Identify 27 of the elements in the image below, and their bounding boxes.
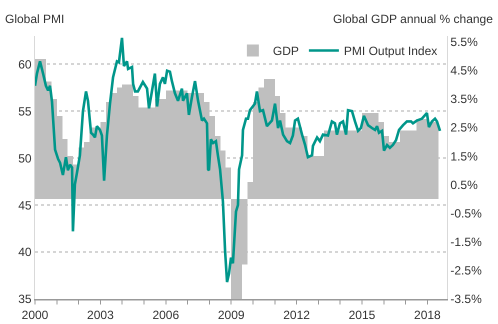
y-axis-title: Global PMI bbox=[5, 12, 64, 26]
x-tick-label: 2015 bbox=[348, 308, 376, 322]
y-tick-label: 40 bbox=[18, 245, 32, 260]
y2-tick-label: 4.5% bbox=[450, 64, 478, 78]
x-tick-label: 2009 bbox=[218, 308, 245, 322]
x-tick-label: 2003 bbox=[87, 308, 114, 322]
y2-tick-label: -3.5% bbox=[450, 292, 482, 306]
legend-label: GDP bbox=[272, 44, 299, 58]
x-tick-label: 2000 bbox=[22, 308, 49, 322]
x-tick-label: 2006 bbox=[152, 308, 180, 322]
y-tick-label: 35 bbox=[18, 292, 32, 306]
y-tick-label: 60 bbox=[18, 57, 32, 72]
y2-tick-label: -2.5% bbox=[450, 264, 482, 278]
y-tick-label: 50 bbox=[18, 151, 32, 166]
y2-tick-label: 2.5% bbox=[450, 120, 478, 135]
x-tick-label: 2018 bbox=[414, 308, 442, 322]
y2-axis-title: Global GDP annual % change bbox=[333, 12, 494, 26]
y-tick-label: 55 bbox=[18, 104, 32, 118]
y-tick-label: 45 bbox=[18, 198, 32, 212]
y2-tick-label: -1.5% bbox=[450, 235, 482, 250]
y2-tick-label: 1.5% bbox=[450, 149, 478, 164]
y2-tick-label: 5.5% bbox=[450, 34, 478, 49]
y2-tick-label: 3.5% bbox=[450, 92, 478, 106]
legend-label: PMI Output Index bbox=[344, 44, 438, 58]
x-tick-label: 2012 bbox=[283, 308, 310, 322]
y2-tick-label: -0.5% bbox=[450, 206, 482, 220]
y2-tick-label: 0.5% bbox=[450, 178, 478, 192]
